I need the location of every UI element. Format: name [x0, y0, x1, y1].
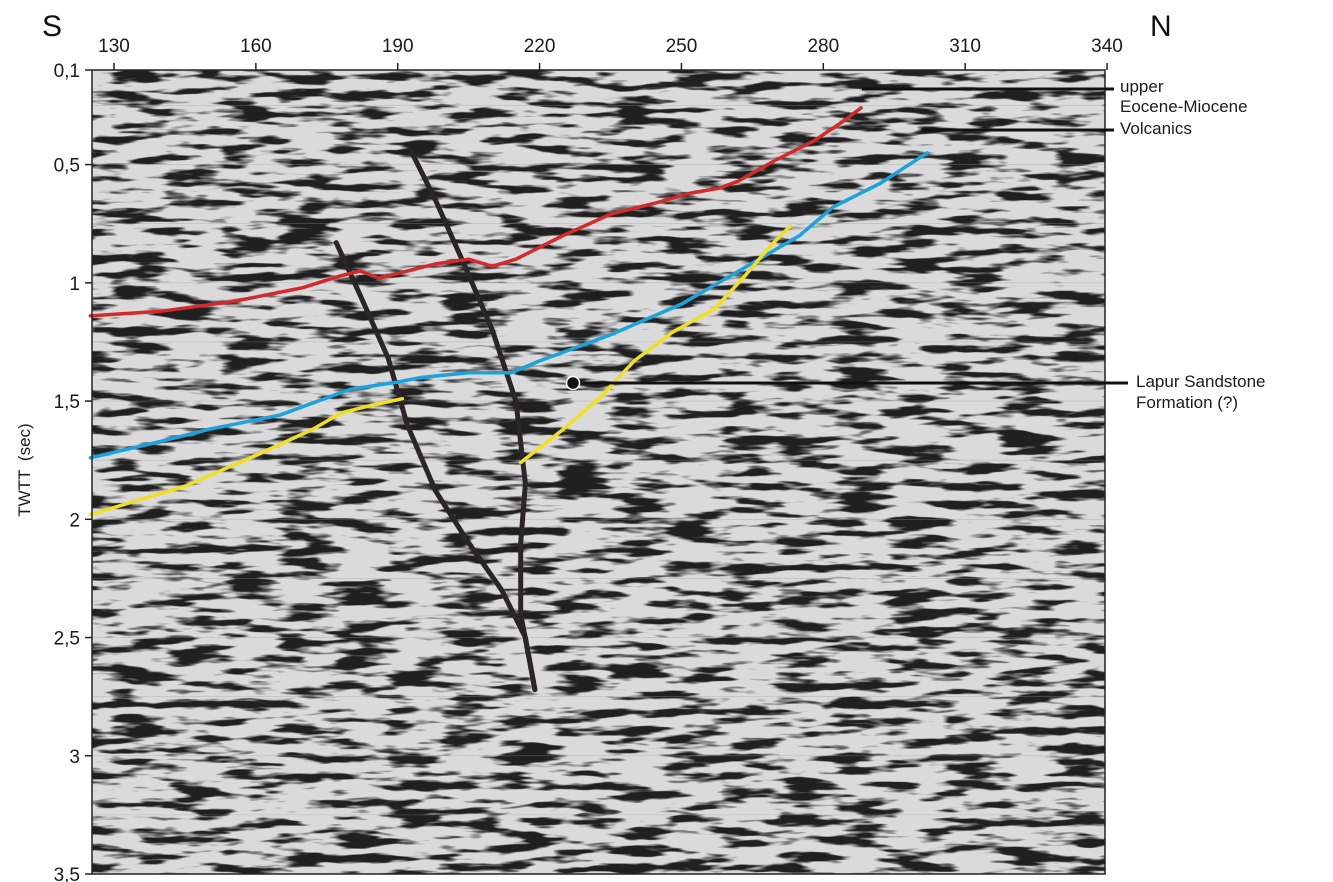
lapur-horizon [518, 224, 792, 465]
y-axis-title-text: TWTT [15, 470, 34, 517]
x-tick-label: 220 [524, 36, 556, 57]
y-tick-label: 0,1 [54, 61, 80, 82]
volcanics-horizon [88, 151, 930, 460]
horizon-lines [88, 106, 930, 517]
y-tick-label: 1,5 [54, 392, 80, 413]
fault-line [409, 150, 538, 693]
lapur-horizon [88, 396, 405, 517]
x-tick-label: 340 [1091, 36, 1123, 57]
y-tick-label: 3,5 [54, 865, 80, 882]
direction-label-south: S [42, 10, 62, 43]
y-axis-title: TWTT (sec) [15, 423, 34, 516]
seismic-texture [92, 70, 1105, 874]
eocene-label-line2: Eocene-Miocene [1120, 97, 1248, 116]
x-tick-label: 190 [382, 36, 414, 57]
y-tick-label: 2,5 [54, 629, 80, 650]
y-axis-ticks: 0,1 0,5 1 1,5 2 2,5 3 3,5 [54, 61, 92, 882]
x-axis-ticks: 130 160 190 220 250 280 310 340 [98, 36, 1123, 70]
x-tick-label: 130 [98, 36, 130, 57]
direction-label-north: N [1150, 10, 1172, 43]
y-tick-label: 1 [69, 274, 80, 295]
gridlines [92, 105, 1105, 816]
fault-line [333, 240, 538, 693]
lapur-label-line1: Lapur Sandstone [1136, 372, 1266, 391]
plot-frame [91, 69, 1106, 875]
x-tick-label: 160 [240, 36, 272, 57]
y-tick-label: 2 [69, 510, 80, 531]
volcanics-label: Volcanics [1120, 119, 1192, 138]
lapur-label-line2: Formation (?) [1136, 393, 1238, 412]
fault-lines [333, 150, 538, 693]
y-axis-unit: (sec) [15, 423, 34, 461]
x-tick-label: 280 [807, 36, 839, 57]
x-tick-label: 310 [949, 36, 981, 57]
x-tick-label: 250 [666, 36, 698, 57]
eocene-miocene-horizon [88, 106, 863, 318]
lapur-leader-dot [565, 375, 581, 391]
y-tick-label: 0,5 [54, 156, 80, 177]
eocene-label-line1: upper [1120, 77, 1164, 96]
y-tick-label: 3 [69, 747, 80, 768]
